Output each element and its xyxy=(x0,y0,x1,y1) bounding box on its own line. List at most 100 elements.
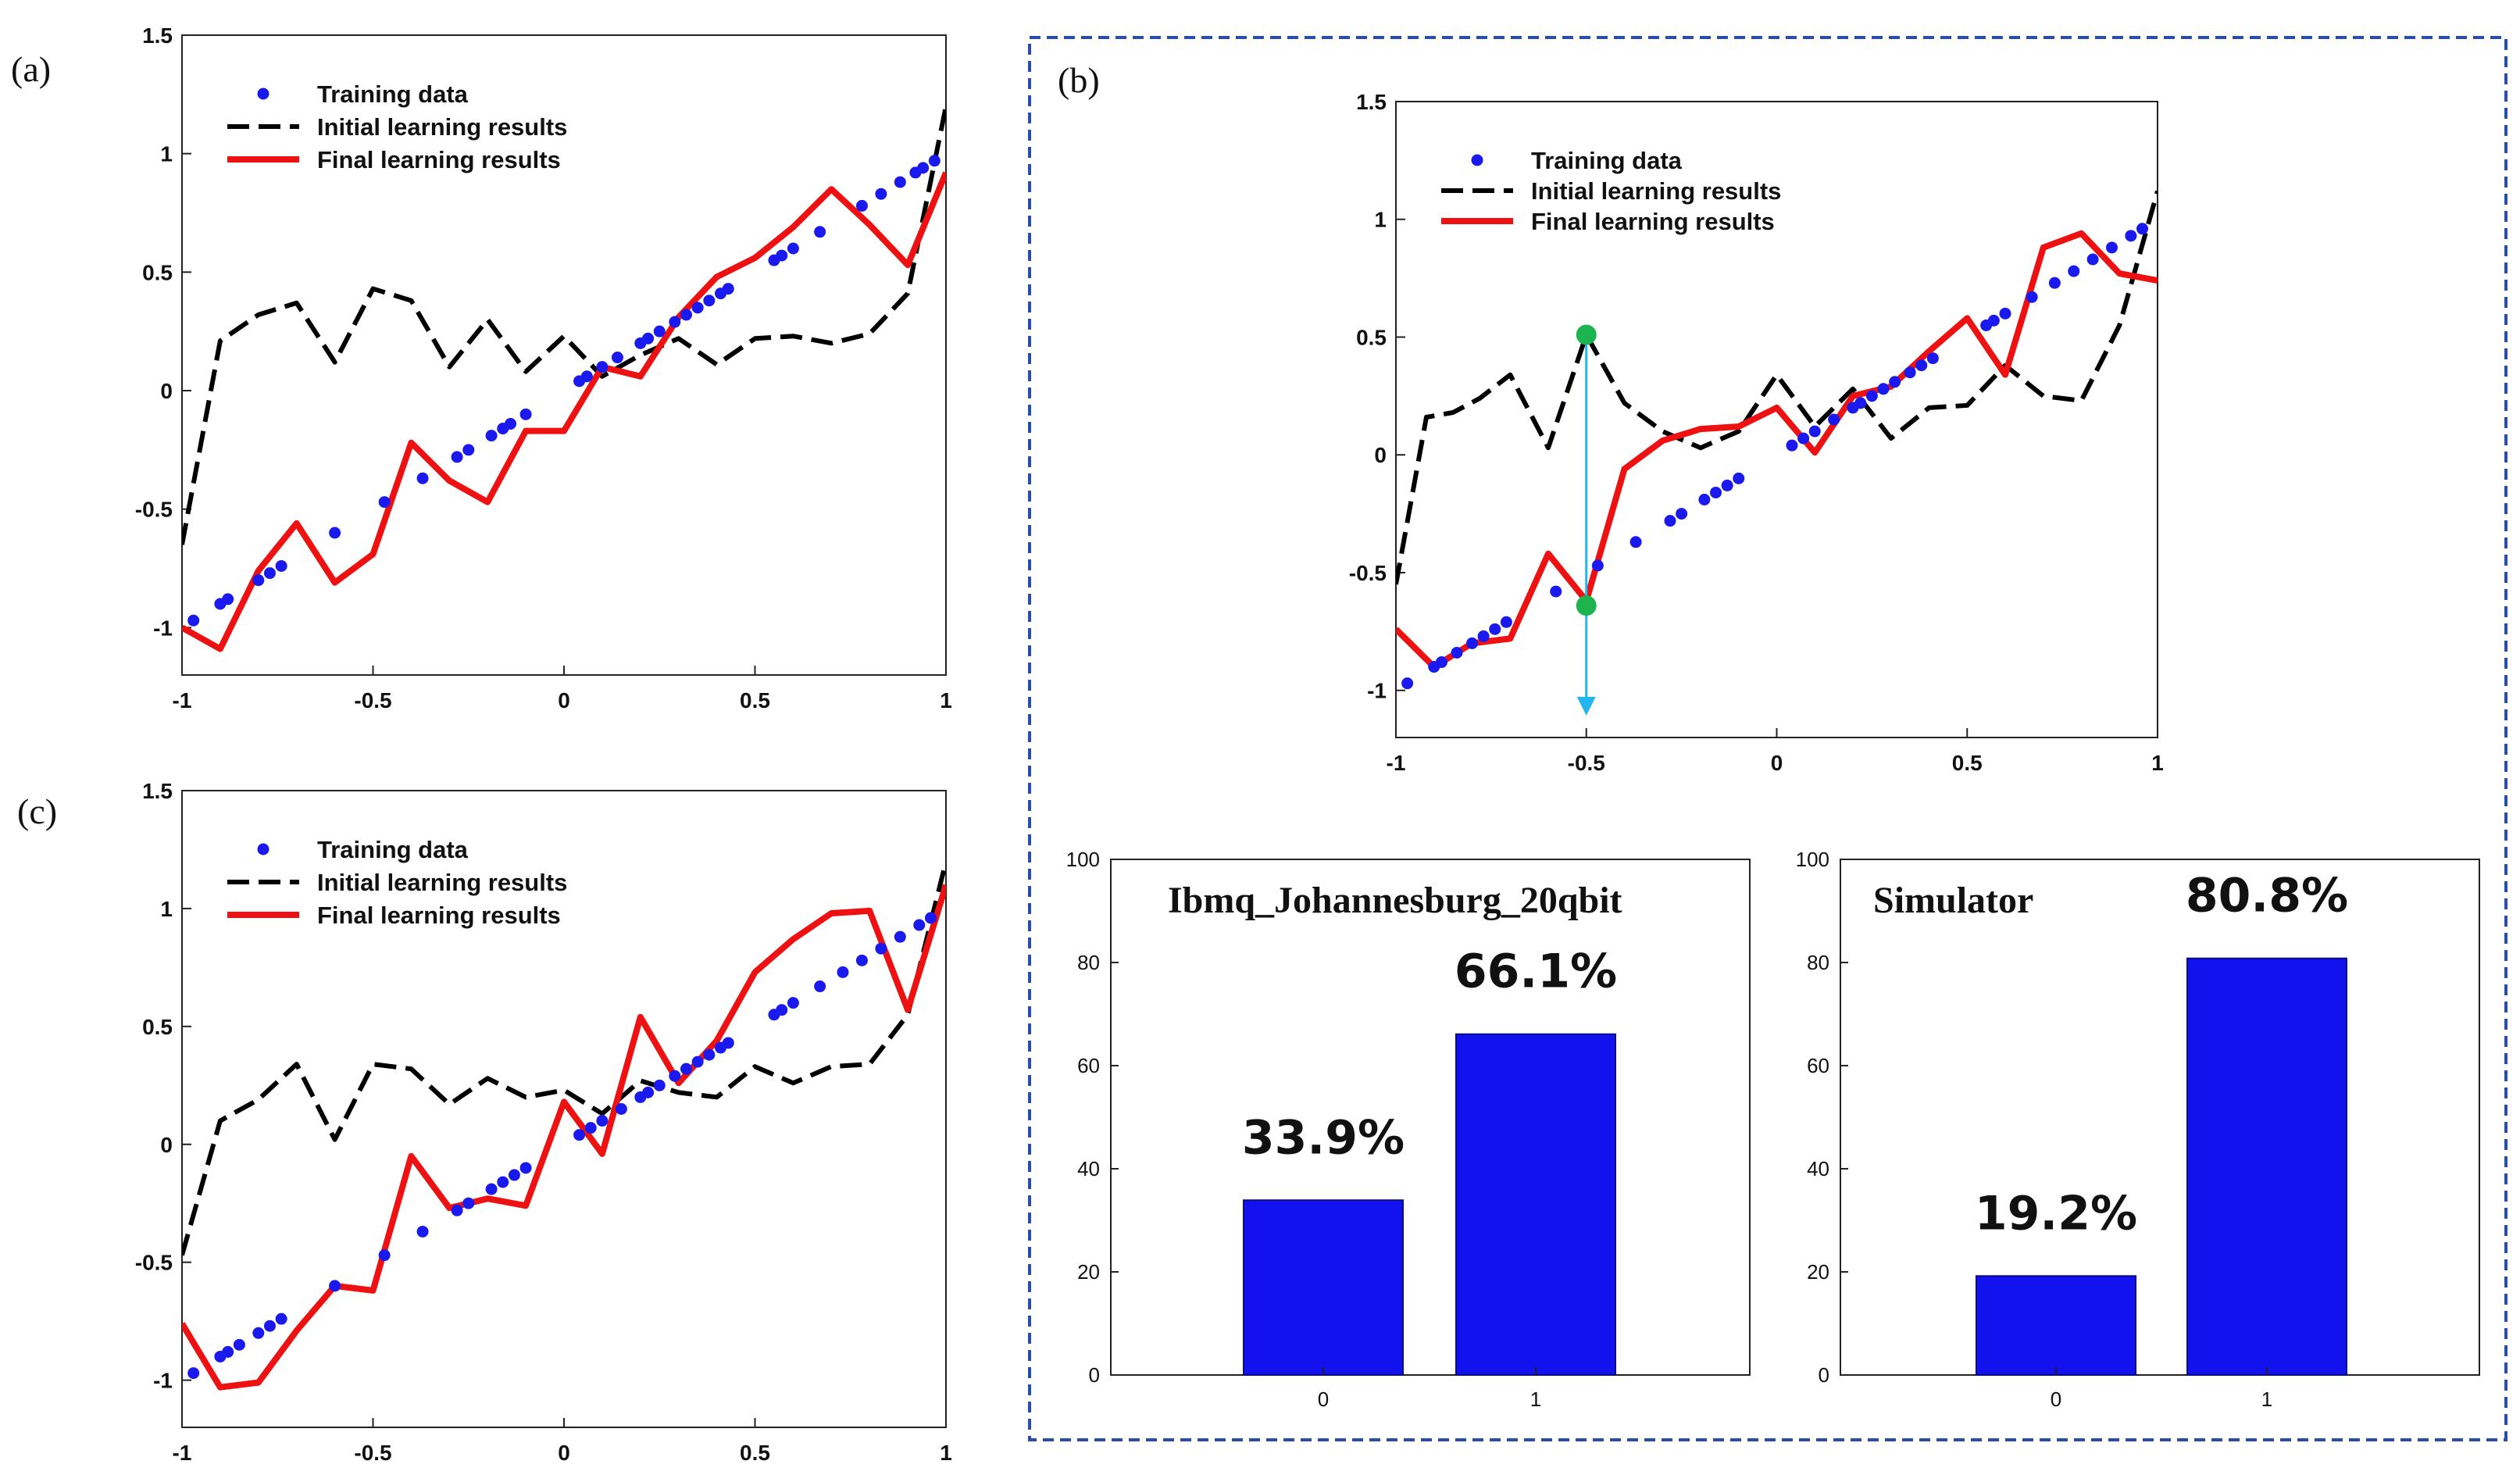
bar-plot-area xyxy=(1840,859,2480,1376)
training-data-point xyxy=(837,966,849,978)
training-data-point xyxy=(894,930,906,943)
bar-data-label: 80.8% xyxy=(2186,869,2348,923)
x-tick-label: -1 xyxy=(173,1441,192,1465)
y-tick-label: 1.5 xyxy=(142,779,173,803)
training-data-point xyxy=(2136,223,2148,235)
x-tick-label: -0.5 xyxy=(354,1441,391,1465)
bar xyxy=(1455,1033,1616,1376)
chart-a-line-plot: -1 -0.5 0 0.5 1 -1 -0.5 0 0.5 1 1.5 Training data In… xyxy=(135,23,952,712)
training-data-point xyxy=(703,295,716,307)
training-data-point xyxy=(1786,439,1798,452)
training-data-point xyxy=(913,919,926,931)
y-tick-label: -0.5 xyxy=(135,498,173,522)
y-tick-label: -1 xyxy=(153,616,173,640)
training-data-point xyxy=(787,997,799,1009)
training-data-point xyxy=(691,302,704,314)
x-tick-label: 0.5 xyxy=(1952,751,1983,775)
y-tick-label: 0.5 xyxy=(142,260,173,284)
training-data-point xyxy=(642,1086,655,1098)
chart-b-bar-simulator: 0 20 40 60 80 100 Simulator 0 19.2% 1 80.8% xyxy=(1796,848,2480,1411)
y-tick-label: 60 xyxy=(1077,1054,1100,1077)
training-data-point xyxy=(378,1249,391,1262)
x-tick-label: 0.5 xyxy=(740,688,770,712)
training-data-point xyxy=(1500,616,1512,628)
legend-training-marker xyxy=(1471,154,1483,166)
training-data-point xyxy=(1926,352,1939,365)
y-tick-label: 100 xyxy=(1796,848,1829,871)
plot-series-group xyxy=(182,105,946,652)
training-data-point xyxy=(1466,637,1478,649)
training-data-point xyxy=(1550,585,1562,598)
training-data-point xyxy=(485,430,498,442)
training-data-point xyxy=(855,199,868,212)
training-data-point xyxy=(669,1070,681,1082)
y-tick-label: 1 xyxy=(160,897,173,921)
y-tick-label: 40 xyxy=(1807,1157,1829,1180)
annotation-marker-bottom xyxy=(1576,595,1597,616)
x-tick-label: 1 xyxy=(940,1441,952,1465)
training-data-point xyxy=(669,316,681,328)
y-tick-label: -0.5 xyxy=(135,1251,173,1275)
training-data-point xyxy=(222,1345,234,1358)
y-tick-label: 20 xyxy=(1077,1260,1100,1284)
x-tick-label: 0 xyxy=(558,1441,570,1465)
y-tick-label: 1 xyxy=(160,142,173,166)
legend-entry: Initial learning results xyxy=(1531,177,1781,205)
training-data-point xyxy=(1915,359,1928,372)
y-tick-label: 0 xyxy=(1819,1363,1829,1387)
training-data-point xyxy=(1889,376,1901,388)
final-learning-line xyxy=(182,171,946,652)
training-data-point xyxy=(1436,656,1447,669)
bar xyxy=(1976,1275,2136,1377)
chart-b-bar-ibmq: 0 20 40 60 80 100 Ibmq_Johannesburg_20qbit 0 33.… xyxy=(1066,848,1751,1411)
training-data-point xyxy=(2026,291,2038,303)
x-tick-label: -0.5 xyxy=(354,688,391,712)
training-data-point xyxy=(1877,383,1890,395)
y-tick-label: -0.5 xyxy=(1349,561,1387,585)
training-data-point xyxy=(814,980,826,993)
x-tick-label: 0 xyxy=(2051,1388,2061,1411)
bar-plot-area xyxy=(1110,859,1751,1376)
y-tick-label: 40 xyxy=(1077,1157,1100,1180)
training-data-point xyxy=(596,361,609,373)
training-data-point xyxy=(519,1162,532,1174)
training-data-point xyxy=(329,527,341,539)
legend-entry: Final learning results xyxy=(317,902,561,929)
legend-entry: Training data xyxy=(317,836,469,863)
annotation-marker-top xyxy=(1576,324,1597,345)
y-tick-label: 0 xyxy=(1089,1363,1100,1387)
y-tick-label: -1 xyxy=(1367,679,1387,703)
training-data-point xyxy=(642,332,655,345)
training-data-point xyxy=(680,1062,692,1075)
annotation-arrow-head xyxy=(1576,696,1596,716)
panel-b-dashed-border xyxy=(1028,36,2508,1441)
x-tick-label: 1 xyxy=(940,688,952,712)
training-data-point xyxy=(924,912,937,924)
y-tick-label: 60 xyxy=(1807,1054,1829,1077)
plot-series-group xyxy=(1396,190,2158,690)
training-data-point xyxy=(776,1004,788,1016)
legend-entry: Final learning results xyxy=(1531,208,1775,235)
training-data-point xyxy=(1854,397,1867,409)
training-data-point xyxy=(2125,230,2137,242)
training-data-point xyxy=(233,1338,245,1351)
training-data-point xyxy=(416,1225,429,1238)
training-data-point xyxy=(615,1103,627,1115)
bar-chart-title: Simulator xyxy=(1873,880,2033,921)
training-data-point xyxy=(252,574,265,587)
training-data-point xyxy=(722,283,734,295)
initial-learning-line xyxy=(182,860,946,1256)
x-tick-label: 0.5 xyxy=(740,1441,770,1465)
y-tick-label: 1 xyxy=(1374,208,1387,232)
training-data-point xyxy=(2086,253,2099,266)
training-data-point xyxy=(2048,277,2061,289)
panel-c-label: (c) xyxy=(17,791,57,831)
training-data-point xyxy=(1904,366,1916,379)
training-data-point xyxy=(1676,508,1688,520)
legend-training-marker xyxy=(257,88,269,100)
legend-entry: Training data xyxy=(317,80,469,108)
chart-c-line-plot: -1 -0.5 0 0.5 1 -1 -0.5 0 0.5 1 1.5 Training data In… xyxy=(135,779,952,1465)
bar-chart-title: Ibmq_Johannesburg_20qbit xyxy=(1168,880,1622,921)
bar-data-label: 19.2% xyxy=(1975,1186,2137,1241)
training-data-point xyxy=(703,1048,716,1061)
